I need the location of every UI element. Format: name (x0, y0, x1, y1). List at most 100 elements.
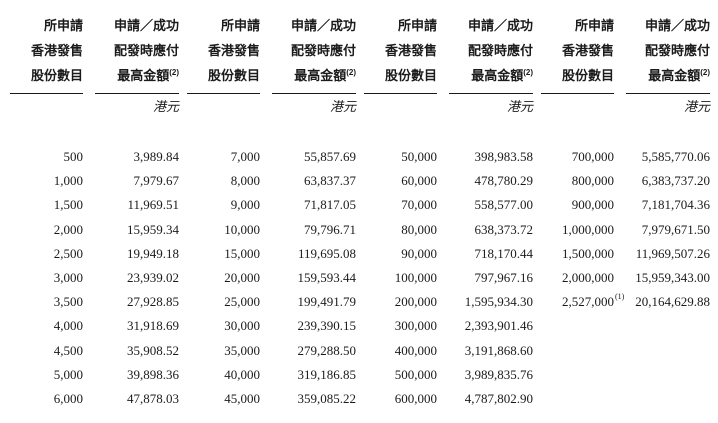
amount-value: 1,595,934.30 (464, 294, 533, 310)
shares-header-line: 香港發售 (31, 43, 84, 58)
amount-value: 63,837.37 (303, 173, 356, 189)
group-header: 所申請 香港發售 股份數目 申請／成功 配發時應付 最高金額(2) (187, 13, 356, 94)
amount-value: 797,967.16 (474, 270, 533, 286)
shares-value: 3,500 (53, 294, 84, 310)
table-rows: 7,000 55,857.69 8,000 63,837.37 9,000 71,817.… (187, 145, 356, 411)
shares-value: 700,000 (571, 149, 615, 164)
shares-value: 500,000 (394, 366, 438, 382)
shares-value: 6,000 (53, 391, 84, 407)
amount-value: 79,796.71 (303, 221, 356, 237)
shares-value: 400,000 (394, 342, 438, 358)
amount-value: 718,170.44 (474, 245, 533, 261)
shares-value: 1,000,000 (562, 221, 615, 237)
amount-value: 638,373.72 (474, 221, 533, 237)
amount-value: 35,908.52 (126, 342, 179, 358)
shares-value: 50,000 (401, 149, 438, 164)
shares-header-line: 股份數目 (562, 68, 615, 83)
amount-value: 4,787,802.90 (464, 391, 533, 407)
amount-header-line: 配發時應付 (113, 43, 179, 58)
shares-value: 5,000 (53, 366, 84, 382)
amount-column-header: 申請／成功 配發時應付 最高金額(2) (626, 13, 710, 94)
shares-value: 100,000 (394, 270, 438, 286)
amount-value: 11,969.51 (127, 197, 179, 213)
table-row: 4,000 31,918.69 (10, 314, 179, 338)
share-application-table: 所申請 香港發售 股份數目 申請／成功 配發時應付 最高金額(2) 港元 500… (10, 13, 710, 411)
amount-value: 7,979,671.50 (641, 221, 710, 237)
table-row: 800,000 6,383,737.20 (541, 169, 710, 193)
table-row: 900,000 7,181,704.36 (541, 193, 710, 217)
table-row: 70,000 558,577.00 (364, 193, 533, 217)
amount-value: 15,959.34 (126, 221, 179, 237)
table-row: 200,000 1,595,934.30 (364, 290, 533, 314)
table-row: 60,000 478,780.29 (364, 169, 533, 193)
amount-value: 19,949.18 (126, 245, 179, 261)
table-row: 80,000 638,373.72 (364, 218, 533, 242)
amount-column-header: 申請／成功 配發時應付 最高金額(2) (272, 13, 356, 94)
amount-value: 7,979.67 (133, 173, 179, 189)
table-row: 400,000 3,191,868.60 (364, 339, 533, 363)
table-row: 2,000 15,959.34 (10, 218, 179, 242)
table-row: 9,000 71,817.05 (187, 193, 356, 217)
amount-header-line: 最高金額(2) (471, 68, 533, 83)
table-row: 8,000 63,837.37 (187, 169, 356, 193)
shares-value: 2,000 (53, 221, 84, 237)
table-row: 700,000 5,585,770.06 (541, 145, 710, 169)
amount-column-header: 申請／成功 配發時應付 最高金額(2) (95, 13, 179, 94)
shares-value: 15,000 (224, 245, 261, 261)
shares-column-header: 所申請 香港發售 股份數目 (10, 13, 84, 94)
table-row: 600,000 4,787,802.90 (364, 387, 533, 411)
shares-value: 90,000 (401, 245, 438, 261)
shares-value: 30,000 (224, 318, 261, 334)
amount-value: 6,383,737.20 (641, 173, 710, 189)
shares-value: 300,000 (394, 318, 438, 334)
shares-header-line: 所申請 (398, 18, 438, 33)
amount-value: 47,878.03 (126, 391, 179, 407)
shares-value: 4,000 (53, 318, 84, 334)
table-group-3: 所申請 香港發售 股份數目 申請／成功 配發時應付 最高金額(2) 港元 50,… (364, 13, 533, 411)
amount-header-line: 最高金額(2) (117, 68, 179, 83)
amount-value: 319,186.85 (297, 366, 356, 382)
table-row: 2,500 19,949.18 (10, 242, 179, 266)
amount-value: 159,593.44 (297, 270, 356, 286)
shares-header-line: 香港發售 (208, 43, 261, 58)
table-group-1: 所申請 香港發售 股份數目 申請／成功 配發時應付 最高金額(2) 港元 500… (10, 13, 179, 411)
shares-value: 80,000 (401, 221, 438, 237)
amount-header-line: 最高金額(2) (294, 68, 356, 83)
amount-header-line: 配發時應付 (644, 43, 710, 58)
table-rows: 500 3,989.84 1,000 7,979.67 1,500 11,969.51 2,… (10, 145, 179, 411)
shares-value: 3,000 (53, 270, 84, 286)
shares-column-header: 所申請 香港發售 股份數目 (364, 13, 438, 94)
group-header: 所申請 香港發售 股份數目 申請／成功 配發時應付 最高金額(2) (541, 13, 710, 94)
shares-value: 40,000 (224, 366, 261, 382)
table-row: 15,000 119,695.08 (187, 242, 356, 266)
amount-value: 199,491.79 (297, 294, 356, 310)
table-row: 25,000 199,491.79 (187, 290, 356, 314)
table-row: 2,000,000 15,959,343.00 (541, 266, 710, 290)
table-group-4: 所申請 香港發售 股份數目 申請／成功 配發時應付 最高金額(2) 港元 700… (541, 13, 710, 411)
amount-value: 71,817.05 (303, 197, 356, 213)
table-group-2: 所申請 香港發售 股份數目 申請／成功 配發時應付 最高金額(2) 港元 7,0… (187, 13, 356, 411)
amount-value: 20,164,629.88 (635, 294, 710, 310)
shares-header-line: 香港發售 (562, 43, 615, 58)
table-row: 500,000 3,989,835.76 (364, 363, 533, 387)
currency-row: 港元 (187, 94, 356, 116)
shares-value: 200,000 (394, 294, 438, 310)
table-row: 1,500,000 11,969,507.26 (541, 242, 710, 266)
shares-header-line: 所申請 (44, 18, 84, 33)
shares-value: 10,000 (224, 221, 261, 237)
table-row: 90,000 718,170.44 (364, 242, 533, 266)
amount-value: 3,989,835.76 (464, 366, 533, 382)
amount-value: 11,969,507.26 (635, 245, 710, 261)
shares-header-line: 所申請 (575, 18, 615, 33)
table-row: 100,000 797,967.16 (364, 266, 533, 290)
shares-value: 7,000 (230, 149, 261, 164)
table-row: 30,000 239,390.15 (187, 314, 356, 338)
amount-value: 15,959,343.00 (635, 270, 710, 286)
amount-column-header: 申請／成功 配發時應付 最高金額(2) (449, 13, 533, 94)
currency-row: 港元 (541, 94, 710, 116)
table-row: 2,527,000 (1) 20,164,629.88 (541, 290, 710, 314)
amount-value: 2,393,901.46 (464, 318, 533, 334)
shares-value: 600,000 (394, 391, 438, 407)
shares-value: 500 (63, 149, 84, 164)
